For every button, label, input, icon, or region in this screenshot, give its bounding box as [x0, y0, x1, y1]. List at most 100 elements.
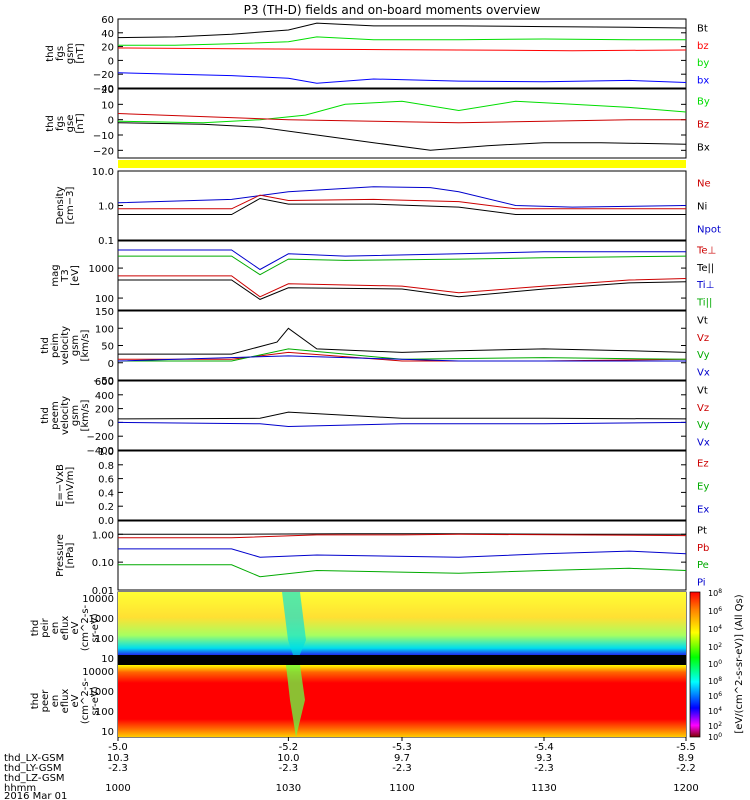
y-axis-label-line: thd [30, 620, 41, 637]
cbar-bot-1e0: 100 [708, 732, 722, 742]
legend-entry: Vt [697, 386, 708, 397]
series-line-ne [118, 194, 686, 210]
y-tick-label: −20 [93, 70, 114, 81]
legend-entry: Ey [697, 482, 709, 493]
series-line-te [118, 279, 687, 300]
y-axis-label-line: sr-eV) [90, 686, 101, 715]
cbar-top-1e8: 108 [708, 588, 722, 598]
y-tick-label: 0 [108, 418, 114, 429]
series-line-pt [118, 533, 686, 535]
y-axis-label-line: thd [45, 45, 56, 62]
y-axis-label-line: thd [45, 115, 56, 132]
panel-frame [117, 450, 687, 521]
y-tick-label: 10 [101, 727, 114, 738]
series-line-te [118, 275, 687, 298]
legend-entry: Bt [697, 24, 708, 35]
y-axis-label-line: [cm−3] [65, 187, 76, 225]
y-axis-label-line: eV [70, 694, 81, 707]
x-tick-label: -5.5 [676, 742, 696, 753]
series-line-pe [118, 564, 687, 578]
y-tick-label: 1.0 [98, 447, 114, 458]
panel-frame [117, 18, 687, 89]
y-tick-label: −50 [93, 376, 114, 387]
legend-entry: bz [697, 41, 709, 52]
legend-entry: By [697, 97, 710, 108]
colorbar-label: [eV/(cm^2-s-sr-eV)] (All Qs) [734, 594, 745, 733]
y-tick-label: −20 [93, 146, 114, 157]
panel-frame [117, 380, 687, 451]
legend-entry: Ez [697, 459, 709, 470]
y-axis-label-line: peim [50, 333, 61, 358]
y-tick-label: 150 [95, 307, 114, 318]
series-line-pi [118, 548, 687, 558]
legend-entry: Pe [697, 560, 709, 571]
y-tick-label: 20 [101, 43, 114, 54]
y-tick-label: 10 [101, 100, 114, 111]
x-tick-label: -5.2 [279, 742, 299, 753]
y-tick-label: −10 [93, 131, 114, 142]
y-tick-label: 0.4 [98, 488, 114, 499]
legend-entry: Te|| [696, 263, 714, 274]
y-axis-label-line: [eV] [70, 265, 81, 286]
y-axis-label-line: E=−VxB [55, 464, 66, 507]
legend-entry: Ti⊥ [696, 280, 714, 291]
y-axis-label-line: peem [50, 401, 61, 429]
y-axis-label-line: gsm [70, 405, 81, 426]
y-axis-label-line: peer [40, 689, 51, 713]
y-axis-label-line: (cm^2-s- [80, 604, 91, 651]
y-axis-label-line: Pressure [55, 534, 66, 577]
legend-entry: Pb [697, 543, 709, 554]
y-tick-label: 10 [101, 654, 114, 665]
y-axis-label-line: [km/s] [80, 329, 91, 361]
legend-entry: Pi [697, 577, 706, 588]
y-axis-label-line: eflux [60, 689, 71, 714]
x-row-value: 9.3 [536, 753, 552, 764]
y-axis-label-line: thd [40, 407, 51, 424]
y-tick-label: 100 [95, 634, 114, 645]
series-line-ti [118, 249, 686, 271]
y-tick-label: 1000 [89, 614, 114, 625]
x-row-value: -2.3 [108, 763, 128, 774]
y-axis-label-line: en [50, 622, 61, 635]
series-line-ti [118, 255, 687, 276]
x-row-value: -2.3 [279, 763, 299, 774]
y-axis-label-line: gsm [65, 43, 76, 64]
yellow-separator-bar [118, 160, 686, 168]
y-tick-label: 100 [95, 707, 114, 718]
y-tick-label: 40 [101, 29, 114, 40]
panel-pressure: 1.00 0.10 0.01 Pressure [nPa] Pt Pb Pe Pi [55, 520, 709, 597]
series-line-bz [117, 113, 686, 124]
y-axis-label-line: fgs [55, 116, 66, 131]
series-line-ni [118, 197, 686, 215]
legend-entry: Bx [697, 143, 710, 154]
cbar-top-1e4: 104 [708, 624, 722, 634]
y-axis-label-line: sr-eV) [90, 613, 101, 642]
y-axis-label-line: peir [40, 617, 51, 637]
x-row-value: 8.9 [678, 753, 694, 764]
panel-temperature: 1000 100 mag T3 [eV] Te⊥ Te|| Ti⊥ Ti|| [50, 240, 716, 311]
y-tick-label: 20 [101, 85, 114, 96]
y-axis-label-line: gsm [70, 335, 81, 356]
series-line-bt [117, 22, 687, 39]
y-tick-label: 0 [108, 359, 114, 370]
x-tick-label: -5.4 [534, 742, 554, 753]
y-tick-label: 0.2 [98, 502, 114, 513]
y-tick-label: −400 [87, 446, 114, 457]
legend-entry: Te⊥ [696, 246, 716, 257]
x-row-label: thd_LX-GSM [4, 753, 64, 764]
colorbar: 108 106 104 102 100 108 106 104 102 100 … [689, 588, 745, 742]
figure-title: P3 (TH-D) fields and on-board moments ov… [244, 3, 541, 17]
x-row-value: -2.3 [534, 763, 554, 774]
panel-efield: 1.0 0.8 0.6 0.4 0.2 0.0 E=−VxB [mV/m] Ez Ey Ex [55, 447, 709, 527]
series-line-vy [118, 348, 687, 362]
legend-entry: Vt [697, 316, 708, 327]
y-tick-label: 10000 [82, 594, 114, 605]
panel-frame [117, 310, 687, 381]
y-tick-label: 0.0 [98, 516, 114, 527]
y-tick-label: 10000 [82, 667, 114, 678]
series-line-npot [117, 186, 687, 208]
cbar-top-1e2: 102 [708, 642, 722, 652]
y-tick-label: 100 [95, 294, 114, 305]
y-axis-label-line: mag [50, 264, 61, 286]
